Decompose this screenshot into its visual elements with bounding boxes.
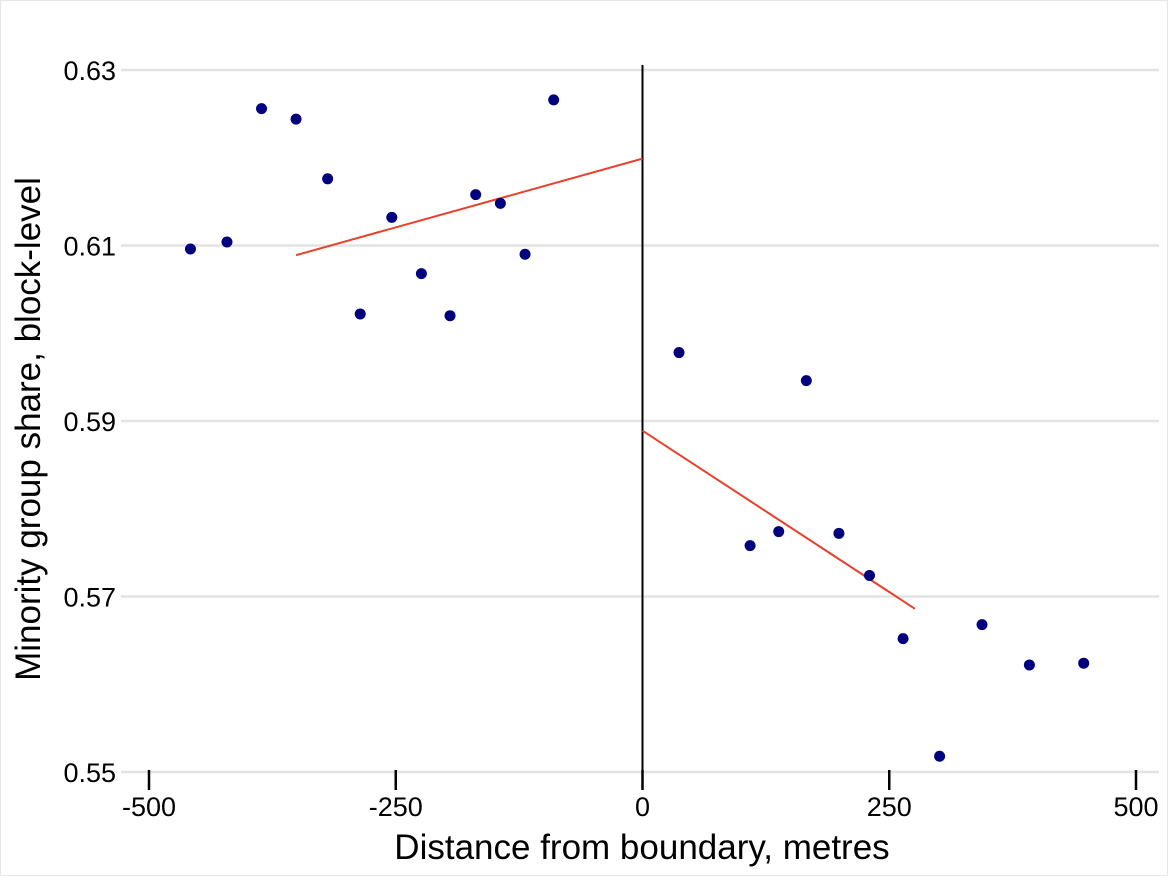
data-point — [221, 236, 233, 248]
y-tick-label: 0.61 — [63, 232, 116, 262]
data-point — [494, 197, 506, 209]
data-points — [184, 94, 1090, 762]
x-tick-label: 500 — [1113, 792, 1158, 822]
x-tick-label: -500 — [122, 792, 176, 822]
data-point — [673, 347, 685, 359]
gridlines — [121, 68, 1159, 774]
data-point — [744, 540, 756, 552]
y-axis: 0.55 0.57 0.59 0.61 0.63 — [63, 56, 116, 788]
x-axis-title: Distance from boundary, metres — [394, 828, 889, 867]
y-tick-label: 0.55 — [63, 758, 116, 788]
data-point — [519, 248, 531, 260]
y-tick-label: 0.59 — [63, 407, 116, 437]
data-point — [354, 308, 366, 320]
data-point — [184, 243, 196, 255]
fit-line-segment — [295, 157, 643, 257]
data-point — [290, 113, 302, 125]
x-tick-label: 0 — [635, 792, 650, 822]
data-point — [470, 189, 482, 201]
y-axis-title: Minority group share, block-level — [9, 177, 48, 681]
fit-line-segment — [641, 429, 916, 610]
data-point — [322, 173, 334, 185]
data-point — [386, 211, 398, 223]
data-point — [773, 526, 785, 538]
x-tick-label: 250 — [867, 792, 912, 822]
data-point — [864, 569, 876, 581]
y-tick-label: 0.57 — [63, 583, 116, 613]
data-point — [1023, 659, 1035, 671]
data-point — [897, 633, 909, 645]
data-point — [800, 375, 812, 387]
x-axis: -500 -250 0 250 500 — [122, 770, 1159, 822]
x-tick-label: -250 — [369, 792, 423, 822]
data-point — [976, 619, 988, 631]
data-point — [415, 268, 427, 280]
data-point — [1078, 657, 1090, 669]
data-point — [444, 310, 456, 322]
data-point — [833, 527, 845, 539]
data-point — [256, 103, 268, 115]
data-point — [548, 94, 560, 106]
data-point — [934, 750, 946, 762]
fit-lines — [295, 157, 916, 610]
y-tick-label: 0.63 — [63, 56, 116, 86]
